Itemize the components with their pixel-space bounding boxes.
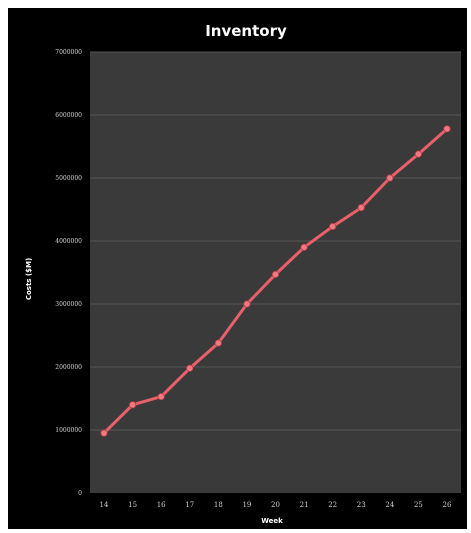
data-point [100, 429, 108, 437]
data-point [186, 364, 194, 372]
chart-title: Inventory [205, 22, 287, 40]
data-point [414, 150, 423, 158]
x-tick-label: 19 [242, 501, 251, 509]
series-layer [100, 125, 451, 437]
y-tick-label: 6000000 [55, 112, 82, 119]
y-tick-label: 1000000 [55, 427, 82, 434]
data-point [243, 300, 251, 308]
y-tick-label: 4000000 [55, 238, 82, 245]
x-tick-label: 23 [357, 501, 366, 509]
data-point [128, 401, 137, 409]
inventory-line-chart: Inventory 0 1000000 2000000 3000000 4000000 5… [25, 22, 461, 525]
y-tick-label: 5000000 [55, 175, 82, 182]
y-tick-label: 3000000 [55, 301, 82, 308]
x-tick-label: 25 [414, 501, 423, 509]
x-tick-label: 20 [271, 501, 280, 509]
x-tick-label: 14 [100, 501, 109, 509]
x-tick-label: 22 [328, 501, 337, 509]
y-tick-label: 2000000 [55, 364, 82, 371]
y-axis-label: Costs ($M) [25, 258, 33, 300]
data-point [157, 393, 165, 401]
x-tick-label: 17 [185, 501, 194, 509]
x-tick-label: 18 [214, 501, 223, 509]
x-tick-label: 24 [385, 501, 394, 509]
data-point [271, 270, 280, 278]
x-axis-ticks: 14 15 16 17 18 19 20 21 22 23 24 25 26 [100, 501, 452, 509]
x-tick-label: 21 [300, 501, 309, 509]
data-point [329, 222, 337, 231]
y-axis-ticks: 0 1000000 2000000 3000000 4000000 5000000 6000… [55, 49, 82, 497]
y-tick-label: 7000000 [55, 49, 82, 56]
data-point [357, 204, 365, 212]
data-point [300, 243, 308, 251]
x-tick-label: 16 [157, 501, 166, 509]
data-point [214, 339, 222, 347]
data-point [386, 174, 394, 182]
gridlines [90, 51, 461, 431]
x-tick-label: 15 [128, 501, 137, 509]
data-point [443, 125, 451, 133]
chart-frame: Inventory 0 1000000 2000000 3000000 4000000 5… [8, 8, 467, 529]
y-tick-label: 0 [78, 490, 82, 497]
x-tick-label: 26 [443, 501, 452, 509]
x-axis-label: Week [261, 517, 283, 525]
